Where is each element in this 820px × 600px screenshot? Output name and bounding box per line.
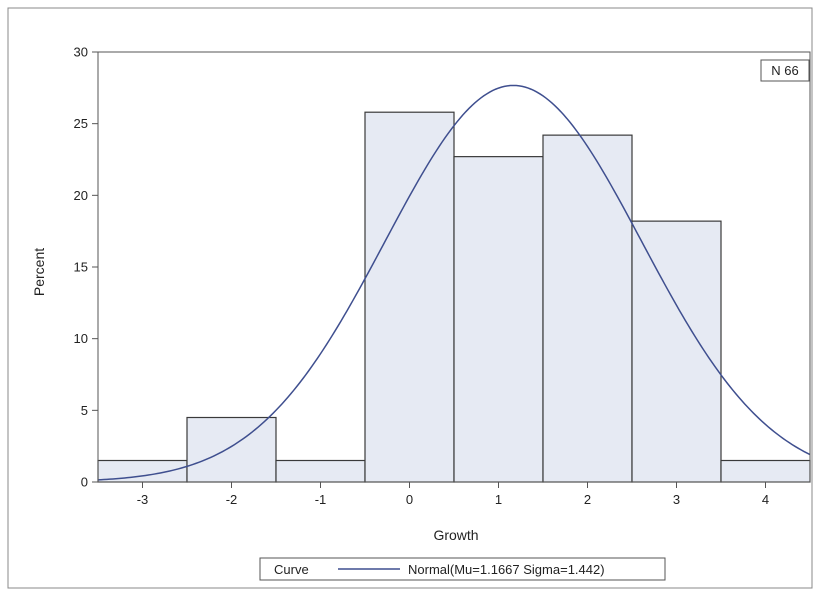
- legend-box: [259, 557, 666, 581]
- curve-group: [97, 84, 811, 481]
- inset-n-label: N 66: [771, 63, 798, 78]
- histogram-bar-2: [275, 459, 366, 483]
- y-tick-label-6: 30: [74, 45, 88, 60]
- normal-curve: [97, 84, 811, 481]
- x-axis: -3 -2 -1 0 1 2 3 4: [137, 482, 769, 507]
- legend: Curve Normal(Mu=1.1667 Sigma=1.442): [259, 557, 666, 581]
- bars-group: [97, 111, 811, 483]
- x-tick-label-6: 3: [673, 492, 680, 507]
- legend-entry: Normal(Mu=1.1667 Sigma=1.442): [408, 562, 605, 577]
- inset-n-box: N 66: [760, 59, 810, 82]
- histogram-bar-3: [364, 111, 455, 483]
- y-tick-label-2: 10: [74, 331, 88, 346]
- y-axis: 0 5 10 15 20 25 30: [74, 45, 98, 490]
- x-tick-label-5: 2: [584, 492, 591, 507]
- x-tick-label-7: 4: [762, 492, 769, 507]
- x-tick-label-0: -3: [137, 492, 149, 507]
- histogram-bar-5: [542, 134, 633, 483]
- x-tick-label-4: 1: [495, 492, 502, 507]
- x-axis-title: Growth: [433, 527, 478, 543]
- y-tick-label-5: 25: [74, 116, 88, 131]
- histogram-bar-1: [186, 416, 277, 483]
- x-tick-label-3: 0: [406, 492, 413, 507]
- x-tick-label-1: -2: [226, 492, 238, 507]
- x-tick-label-2: -1: [315, 492, 327, 507]
- legend-title: Curve: [274, 562, 309, 577]
- histogram-bar-4: [453, 156, 544, 483]
- histogram-bar-6: [631, 220, 722, 483]
- y-tick-label-3: 15: [74, 260, 88, 275]
- y-tick-label-0: 0: [81, 475, 88, 490]
- y-tick-label-4: 20: [74, 188, 88, 203]
- histogram-bar-7: [720, 459, 811, 483]
- y-axis-title: Percent: [31, 248, 47, 296]
- y-tick-label-1: 5: [81, 403, 88, 418]
